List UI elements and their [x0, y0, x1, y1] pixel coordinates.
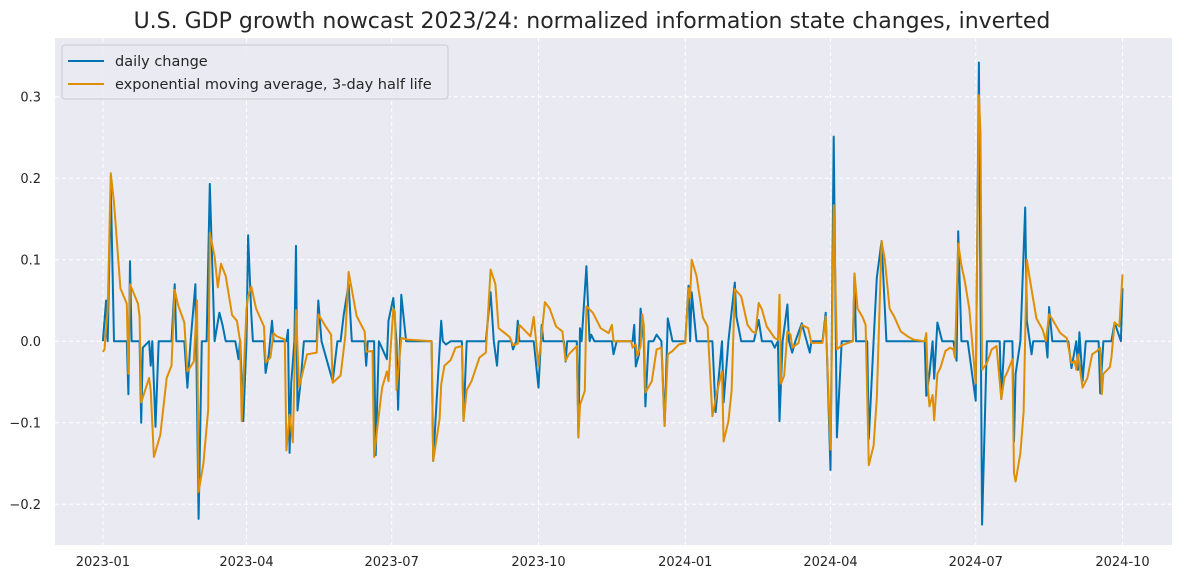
- series-line-daily-change: [101, 61, 1124, 526]
- y-tick-label: −0.2: [9, 498, 41, 513]
- plot-area: [55, 38, 1172, 545]
- y-axis: −0.2 −0.1 0.0 0.1 0.2 0.3: [9, 91, 41, 514]
- x-tick-label: 2024-07: [949, 555, 1003, 570]
- legend: daily change exponential moving average,…: [61, 44, 449, 100]
- series-line-ema: [102, 94, 1124, 493]
- y-tick-label: 0.3: [20, 91, 41, 106]
- x-axis: 2023-01 2023-04 2023-07 2023-10 2024-01 2024-…: [76, 555, 1150, 570]
- x-tick-label: 2024-01: [658, 555, 712, 570]
- x-tick-label: 2023-07: [365, 555, 419, 570]
- y-tick-label: 0.0: [20, 335, 41, 350]
- x-tick-label: 2024-10: [1095, 555, 1149, 570]
- series-lines: [101, 61, 1124, 526]
- legend-label-daily: daily change: [115, 54, 208, 70]
- y-tick-label: 0.1: [20, 254, 41, 269]
- x-tick-label: 2023-10: [511, 555, 565, 570]
- x-tick-label: 2023-04: [219, 555, 273, 570]
- chart-title: U.S. GDP growth nowcast 2023/24: normali…: [134, 9, 1051, 34]
- x-tick-label: 2024-04: [803, 555, 857, 570]
- legend-box: [61, 44, 449, 100]
- grid: [55, 38, 1172, 545]
- legend-label-ema: exponential moving average, 3-day half l…: [115, 77, 432, 93]
- y-tick-label: −0.1: [9, 417, 41, 432]
- y-tick-label: 0.2: [20, 172, 41, 187]
- x-tick-label: 2023-01: [76, 555, 130, 570]
